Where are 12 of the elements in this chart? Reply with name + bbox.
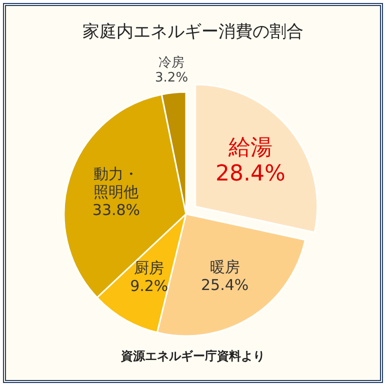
- slice-label: 動力・照明他: [92, 164, 140, 201]
- text: 資源エネルギー庁資料より: [121, 348, 265, 364]
- data-label: 28.4%: [214, 162, 286, 188]
- slice-label: 暖房: [208, 258, 241, 276]
- slice-label: 冷房: [158, 55, 186, 71]
- slice-label: 厨房: [133, 259, 166, 278]
- data-label: 25.4%: [200, 276, 250, 294]
- data-label: 3.2%: [155, 70, 188, 86]
- data-label: 33.8%: [91, 200, 142, 219]
- slice-label: 給湯: [227, 136, 274, 162]
- chart-title: 家庭内エネルギー消費の割合: [82, 22, 304, 42]
- data-label: 9.2%: [129, 277, 170, 296]
